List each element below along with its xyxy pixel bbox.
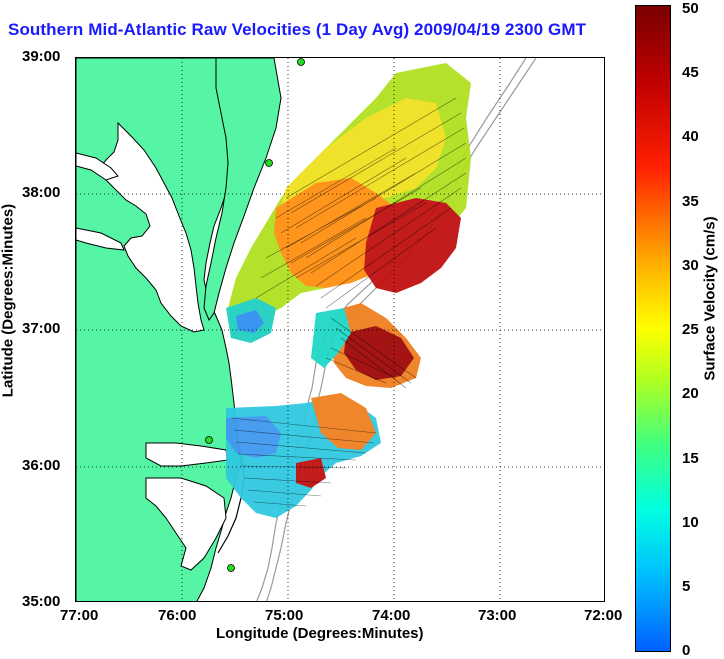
map-canvas	[76, 58, 604, 601]
x-tick-label: 75:00	[265, 607, 304, 624]
x-tick-label: 77:00	[60, 607, 99, 624]
pamlico-sound	[145, 477, 227, 571]
station-markers	[205, 58, 305, 572]
colorbar-tick: 50	[682, 0, 699, 17]
y-tick-label: 35:00	[22, 593, 61, 610]
velocity-field	[226, 63, 471, 518]
velocity-region-cyan-south	[311, 308, 351, 368]
colorbar-tick: 40	[682, 128, 699, 145]
colorbar-tick: 15	[682, 450, 699, 467]
x-axis-label: Longitude (Degrees:Minutes)	[216, 625, 424, 642]
colorbar	[635, 5, 671, 652]
velocity-region-south-orange	[311, 393, 376, 450]
colorbar-tick: 0	[682, 642, 691, 659]
y-tick-label: 36:00	[22, 457, 61, 474]
colorbar-tick: 35	[682, 193, 699, 210]
y-tick-label: 38:00	[22, 184, 61, 201]
station-marker	[227, 564, 235, 572]
colorbar-tick: 5	[682, 578, 691, 595]
chesapeake-bay	[97, 121, 205, 333]
delmarva-peninsula	[203, 58, 282, 322]
station-marker	[265, 159, 273, 167]
velocity-region-red	[364, 198, 461, 293]
grid	[76, 58, 604, 601]
colorbar-tick: 25	[682, 321, 699, 338]
velocity-vectors	[230, 97, 467, 507]
y-tick-label: 37:00	[22, 320, 61, 337]
y-tick-label: 39:00	[22, 48, 61, 65]
albemarle-sound	[145, 442, 229, 467]
map-title: Southern Mid-Atlantic Raw Velocities (1 …	[8, 20, 587, 39]
colorbar-tick: 45	[682, 64, 699, 81]
velocity-region-south-red	[296, 458, 326, 488]
station-marker	[297, 58, 305, 66]
x-tick-label: 76:00	[158, 607, 197, 624]
x-tick-label: 73:00	[478, 607, 517, 624]
colorbar-tick: 10	[682, 514, 699, 531]
colorbar-tick: 20	[682, 385, 699, 402]
bay-inlet-1	[76, 152, 119, 181]
x-tick-label: 74:00	[372, 607, 411, 624]
velocity-region-blue-north	[236, 310, 264, 333]
bay-inlet-2	[76, 227, 125, 251]
station-marker	[205, 436, 213, 444]
map-plot-area	[75, 57, 605, 602]
y-axis-label: Latitude (Degrees:Minutes)	[0, 203, 17, 398]
x-tick-label: 72:00	[584, 607, 623, 624]
colorbar-label: Surface Velocity (cm/s)	[701, 216, 719, 381]
velocity-region-south-blue	[226, 416, 281, 458]
colorbar-tick: 30	[682, 257, 699, 274]
